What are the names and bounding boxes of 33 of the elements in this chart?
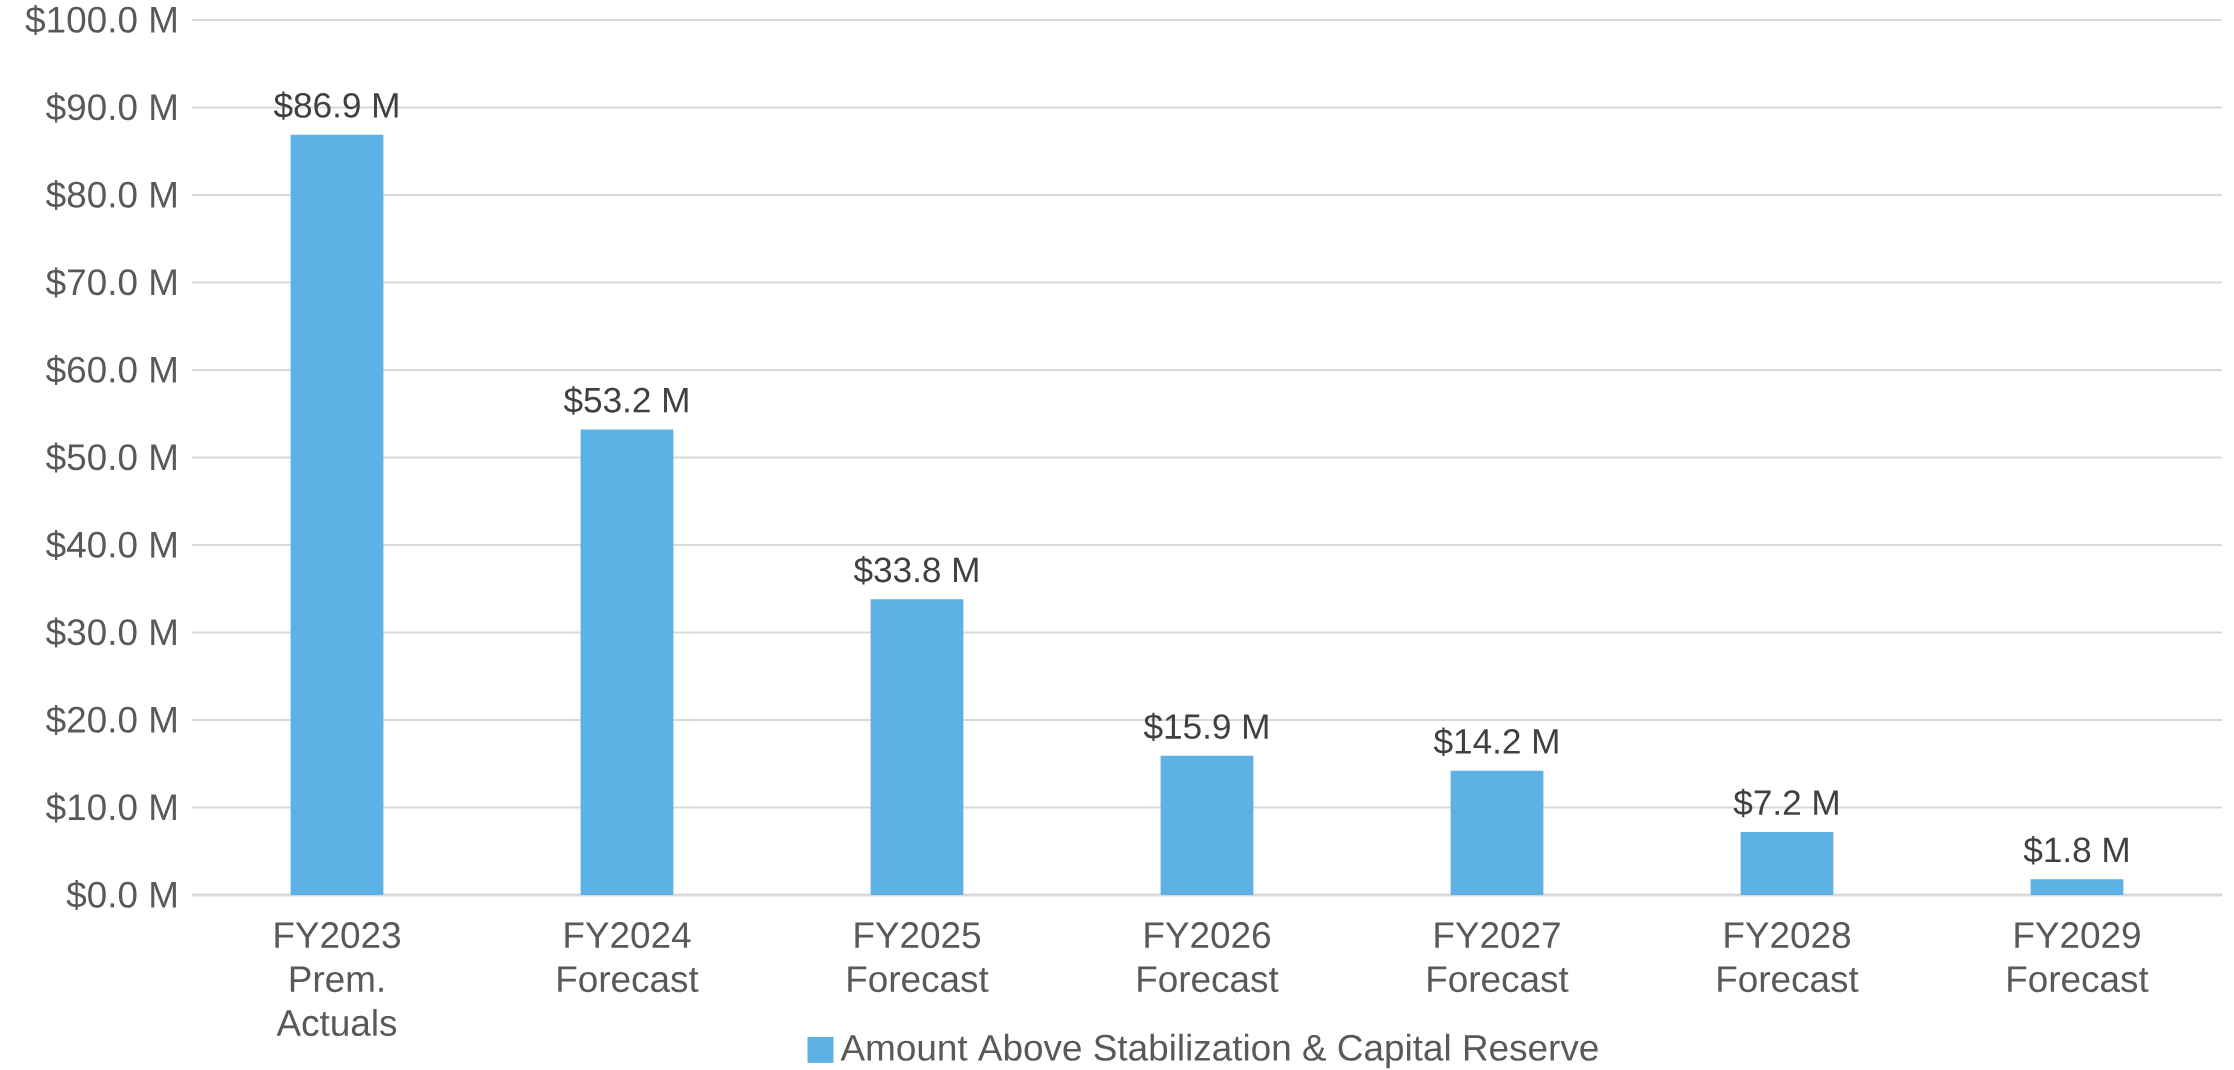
y-tick-label: $80.0 M	[46, 180, 176, 210]
y-tick-label: $40.0 M	[46, 530, 176, 560]
bar	[1450, 770, 1544, 895]
y-tick-label: $70.0 M	[46, 267, 176, 298]
data-label: $14.2 M	[1433, 727, 1558, 756]
x-tick-label: FY2024 Forecast	[558, 922, 699, 993]
data-label: $1.8 M	[2023, 836, 2128, 865]
y-tick-label: $90.0 M	[46, 92, 176, 123]
bar	[290, 134, 384, 895]
y-tick-label: $0.0 M	[66, 880, 176, 910]
legend-label: Amount Above Stabilization & Capital Reserve	[840, 1033, 1598, 1069]
x-tick-label: FY2028 Forecast	[1718, 922, 1859, 993]
x-tick-label: FY2029 Forecast	[2008, 922, 2149, 993]
x-tick-label: FY2025 Forecast	[848, 922, 989, 993]
y-tick-label: $60.0 M	[46, 355, 176, 385]
y-tick-label: $10.0 M	[46, 792, 176, 823]
data-label: $53.2 M	[563, 386, 688, 415]
data-label: $86.9 M	[273, 91, 398, 120]
data-label: $7.2 M	[1733, 788, 1838, 818]
bar	[2030, 879, 2124, 895]
bar	[1740, 832, 1834, 895]
bar	[870, 599, 964, 895]
y-tick-label: $50.0 M	[46, 442, 176, 473]
x-tick-label: FY2023 Prem. Actuals	[275, 922, 400, 1037]
data-label: $15.9 M	[1143, 712, 1268, 742]
bar	[1160, 755, 1254, 895]
bar	[580, 429, 674, 895]
data-label: $33.8 M	[853, 556, 978, 585]
y-tick-label: $20.0 M	[46, 705, 176, 735]
x-tick-label: FY2027 Forecast	[1428, 922, 1569, 993]
y-tick-label: $30.0 M	[46, 617, 176, 648]
y-tick-label: $100.0 M	[25, 5, 176, 35]
x-tick-label: FY2026 Forecast	[1138, 922, 1279, 993]
